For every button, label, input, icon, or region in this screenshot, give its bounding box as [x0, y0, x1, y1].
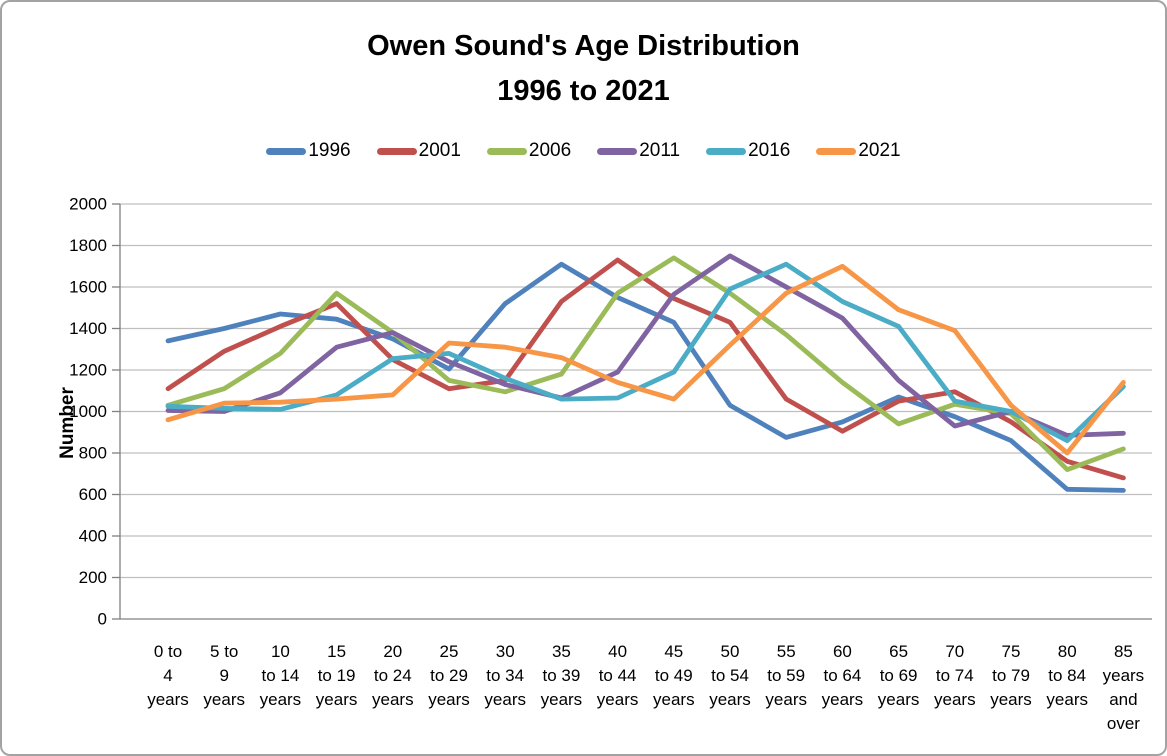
x-category-label: 20 to 24 years	[372, 642, 414, 709]
legend-label-2001: 2001	[418, 140, 461, 161]
series-line-2006	[165, 255, 1126, 473]
legend-label-2016: 2016	[748, 140, 791, 161]
legend-label-1996: 1996	[308, 140, 351, 161]
x-category-label: 25 to 29 years	[428, 642, 470, 709]
legend: 1996 2001 2006 2011 2016 2021	[2, 140, 1165, 162]
x-category-label: 0 to 4 years	[147, 642, 189, 709]
x-category-label: 65 to 69 years	[878, 642, 920, 709]
chart-title: Owen Sound's Age Distribution 1996 to 20…	[2, 24, 1165, 114]
legend-label-2011: 2011	[639, 140, 681, 161]
legend-item-2011: 2011	[597, 140, 680, 162]
y-tick-label: 1400	[69, 319, 107, 338]
series-line-2011	[165, 253, 1126, 438]
legend-item-2021: 2021	[816, 140, 901, 162]
x-category-label: 40 to 44 years	[597, 642, 639, 709]
y-tick-label: 600	[79, 485, 107, 504]
y-tick-label: 2000	[69, 195, 107, 214]
legend-swatch-2006	[486, 147, 527, 155]
y-tick-label: 200	[79, 568, 107, 587]
y-tick-label: 400	[79, 527, 107, 546]
series-line-1996	[165, 261, 1126, 493]
y-tick-label: 1200	[69, 361, 107, 380]
x-category-label: 85 years and over	[1103, 642, 1145, 733]
x-category-label: 10 to 14 years	[260, 642, 302, 709]
y-tick-label: 0	[98, 610, 107, 629]
legend-label-2021: 2021	[858, 140, 901, 161]
y-tick-label: 1000	[69, 402, 107, 421]
y-tick-label: 1800	[69, 236, 107, 255]
x-category-label: 30 to 34 years	[484, 642, 526, 709]
legend-item-2006: 2006	[486, 140, 572, 162]
legend-swatch-2011	[597, 147, 638, 155]
x-category-label: 75 to 79 years	[990, 642, 1032, 709]
x-category-label: 70 to 74 years	[934, 642, 976, 709]
legend-swatch-2021	[816, 147, 857, 155]
x-category-label: 50 to 54 years	[709, 642, 751, 709]
chart-title-line2: 1996 to 2021	[497, 75, 670, 107]
x-category-label: 15 to 19 years	[316, 642, 358, 709]
series-line-2001	[165, 257, 1126, 481]
chart-title-line1: Owen Sound's Age Distribution	[367, 30, 800, 62]
x-category-label: 60 to 64 years	[822, 642, 864, 709]
series-line-2021	[165, 263, 1126, 456]
y-tick-label: 1600	[69, 278, 107, 297]
y-tick-label: 800	[79, 444, 107, 463]
x-category-label: 35 to 39 years	[541, 642, 583, 709]
legend-item-2001: 2001	[376, 140, 461, 162]
legend-swatch-2016	[706, 147, 747, 155]
series-line-2016	[165, 261, 1126, 444]
legend-label-2006: 2006	[528, 140, 572, 161]
legend-swatch-2001	[376, 147, 417, 155]
x-category-label: 55 to 59 years	[765, 642, 807, 709]
legend-item-2016: 2016	[706, 140, 790, 162]
x-category-label: 80 to 84 years	[1046, 642, 1088, 709]
x-category-label: 5 to 9 years	[203, 642, 245, 709]
legend-swatch-1996	[266, 147, 307, 155]
legend-item-1996: 1996	[266, 140, 351, 162]
x-category-label: 45 to 49 years	[653, 642, 695, 709]
